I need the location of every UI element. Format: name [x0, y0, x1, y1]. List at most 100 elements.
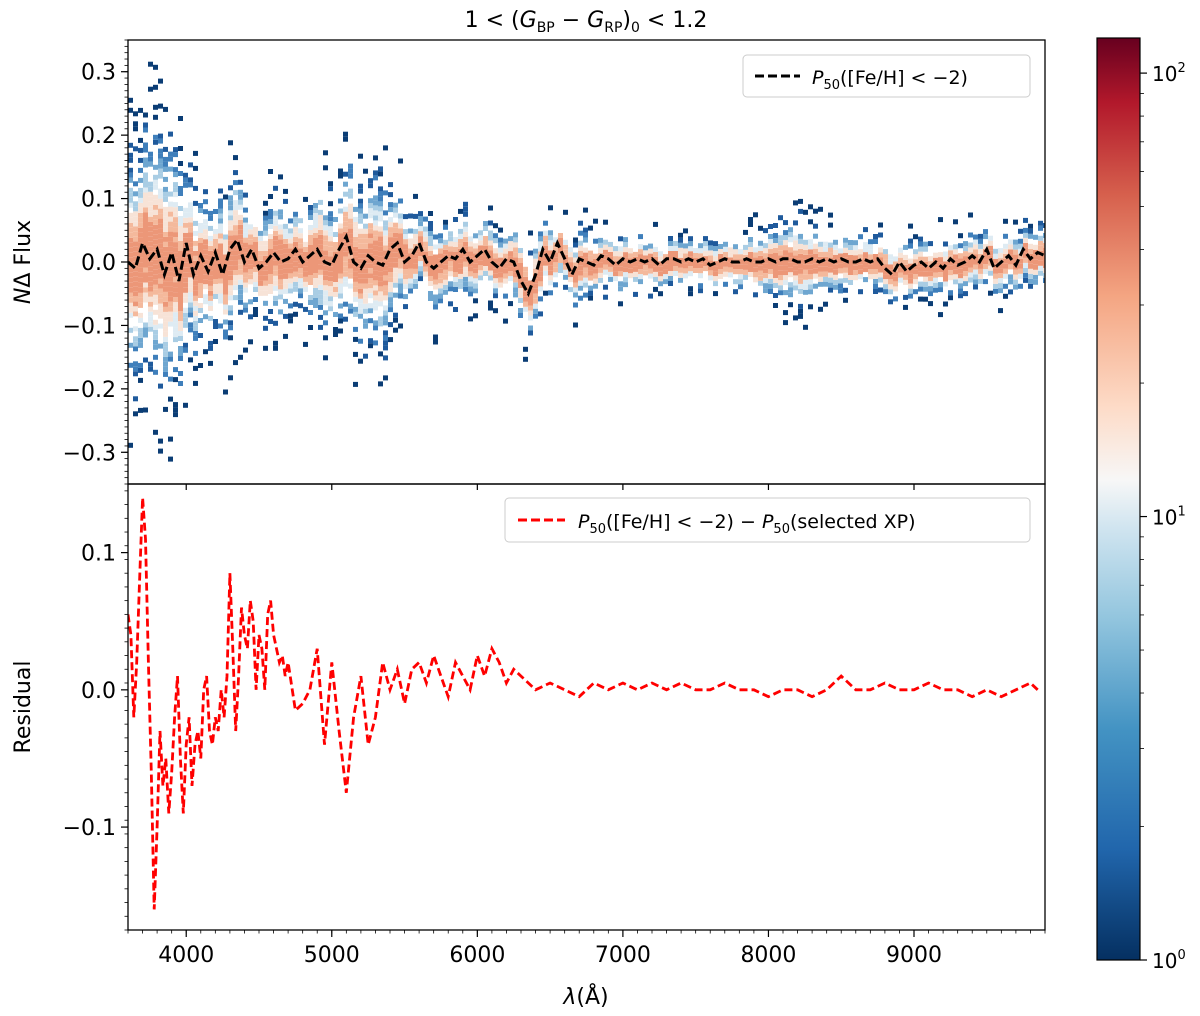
density-cell: [193, 230, 198, 236]
density-cell: [128, 292, 133, 298]
density-cell: [833, 269, 838, 275]
density-cell: [728, 257, 733, 263]
density-cell: [533, 263, 538, 269]
density-cell: [313, 268, 318, 273]
density-cell: [368, 308, 373, 314]
density-cell: [358, 153, 363, 159]
density-cell: [243, 282, 248, 288]
density-cell: [673, 266, 678, 271]
density-cell: [593, 218, 598, 224]
density-cell: [353, 326, 358, 332]
density-cell: [648, 253, 653, 259]
density-cell: [453, 307, 458, 312]
density-cell: [843, 277, 848, 283]
density-cell: [548, 235, 553, 241]
density-cell: [638, 244, 643, 250]
density-cell: [233, 235, 238, 241]
density-cell: [528, 305, 533, 311]
density-cell: [398, 198, 403, 204]
density-cell: [233, 180, 238, 186]
density-cell: [173, 402, 178, 408]
density-cell: [308, 245, 313, 250]
density-cell: [768, 249, 773, 254]
density-cell: [1028, 258, 1033, 264]
density-cell: [583, 207, 588, 213]
density-cell: [323, 310, 328, 316]
density-cell: [1043, 243, 1045, 248]
density-cell: [618, 246, 623, 252]
density-cell: [238, 354, 243, 360]
density-cell: [363, 353, 368, 359]
density-cell: [163, 221, 168, 227]
density-cell: [268, 219, 273, 224]
density-cell: [623, 237, 628, 243]
density-cell: [178, 316, 183, 321]
density-cell: [418, 221, 423, 227]
density-cell: [398, 258, 403, 264]
density-cell: [178, 146, 183, 151]
density-cell: [468, 271, 473, 277]
density-cell: [318, 264, 323, 270]
density-cell: [548, 250, 553, 256]
density-cell: [158, 188, 163, 194]
density-cell: [448, 256, 453, 262]
density-cell: [1003, 263, 1008, 269]
density-cell: [133, 226, 138, 232]
density-cell: [438, 248, 443, 254]
density-cell: [383, 335, 388, 341]
density-cell: [953, 279, 958, 285]
density-cell: [378, 286, 383, 292]
density-cell: [228, 260, 233, 266]
density-cell: [243, 257, 248, 263]
density-cell: [758, 245, 763, 251]
density-cell: [128, 167, 133, 173]
density-cell: [333, 277, 338, 282]
density-cell: [658, 266, 663, 272]
density-cell: [358, 298, 363, 304]
density-cell: [528, 280, 533, 286]
density-cell: [858, 249, 863, 255]
density-cell: [158, 238, 163, 244]
density-cell: [413, 193, 418, 199]
density-cell: [148, 306, 153, 312]
density-cell: [903, 269, 908, 275]
density-cell: [923, 286, 928, 292]
density-cell: [153, 234, 158, 240]
density-cell: [233, 295, 238, 301]
density-cell: [288, 263, 293, 269]
density-cell: [168, 311, 173, 317]
density-cell: [333, 332, 338, 337]
density-cell: [223, 299, 228, 305]
density-cell: [268, 224, 273, 229]
density-cell: [383, 190, 388, 196]
density-cell: [1003, 283, 1008, 289]
density-cell: [378, 316, 383, 322]
density-cell: [563, 249, 568, 255]
density-cell: [388, 282, 393, 288]
density-cell: [278, 239, 283, 245]
density-cell: [158, 283, 163, 289]
density-cell: [138, 257, 143, 263]
density-cell: [723, 271, 728, 277]
density-cell: [363, 233, 368, 239]
density-cell: [408, 268, 413, 274]
density-cell: [148, 181, 153, 187]
density-cell: [273, 345, 278, 351]
density-cell: [208, 290, 213, 296]
density-cell: [163, 211, 168, 217]
density-cell: [218, 323, 223, 329]
density-cell: [458, 243, 463, 249]
density-cell: [143, 202, 148, 208]
density-cell: [413, 213, 418, 219]
density-cell: [128, 287, 133, 293]
density-cell: [368, 213, 373, 219]
density-cell: [803, 244, 808, 250]
density-cell: [168, 301, 173, 307]
density-cell: [368, 183, 373, 189]
density-cell: [673, 246, 678, 251]
density-cell: [808, 204, 813, 210]
density-cell: [353, 256, 358, 262]
density-cell: [168, 231, 173, 237]
density-cell: [918, 256, 923, 262]
density-cell: [1028, 268, 1033, 274]
